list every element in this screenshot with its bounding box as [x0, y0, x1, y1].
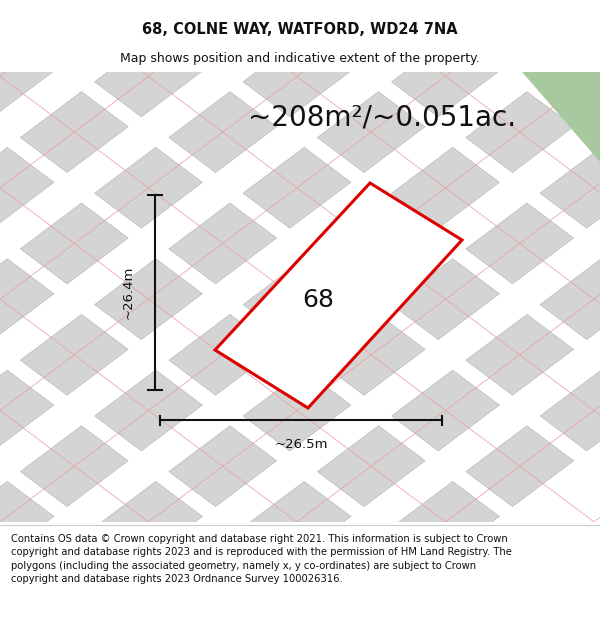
- Polygon shape: [95, 148, 202, 228]
- Polygon shape: [20, 314, 128, 395]
- Polygon shape: [0, 0, 54, 6]
- Polygon shape: [20, 0, 128, 61]
- Polygon shape: [392, 259, 499, 339]
- Text: Contains OS data © Crown copyright and database right 2021. This information is : Contains OS data © Crown copyright and d…: [11, 534, 512, 584]
- Polygon shape: [95, 593, 202, 625]
- Polygon shape: [20, 426, 128, 507]
- Polygon shape: [0, 481, 54, 562]
- Polygon shape: [169, 537, 277, 618]
- Polygon shape: [243, 0, 351, 6]
- Polygon shape: [317, 314, 425, 395]
- Polygon shape: [466, 426, 574, 507]
- Polygon shape: [169, 92, 277, 172]
- Polygon shape: [243, 481, 351, 562]
- Polygon shape: [540, 148, 600, 228]
- Polygon shape: [169, 0, 277, 61]
- Polygon shape: [95, 36, 202, 117]
- Polygon shape: [243, 148, 351, 228]
- Polygon shape: [95, 481, 202, 562]
- Polygon shape: [0, 259, 54, 339]
- Text: ~26.5m: ~26.5m: [274, 439, 328, 451]
- Polygon shape: [0, 36, 54, 117]
- Polygon shape: [392, 481, 499, 562]
- Polygon shape: [466, 314, 574, 395]
- Polygon shape: [317, 0, 425, 61]
- Text: Map shows position and indicative extent of the property.: Map shows position and indicative extent…: [120, 52, 480, 65]
- Polygon shape: [169, 314, 277, 395]
- Polygon shape: [215, 183, 462, 408]
- Text: 68, COLNE WAY, WATFORD, WD24 7NA: 68, COLNE WAY, WATFORD, WD24 7NA: [142, 22, 458, 37]
- Polygon shape: [466, 92, 574, 172]
- Polygon shape: [95, 0, 202, 6]
- Polygon shape: [392, 148, 499, 228]
- Polygon shape: [243, 259, 351, 339]
- Polygon shape: [169, 203, 277, 284]
- Polygon shape: [95, 370, 202, 451]
- Text: 68: 68: [302, 288, 334, 312]
- Polygon shape: [20, 537, 128, 618]
- Polygon shape: [317, 203, 425, 284]
- Polygon shape: [466, 203, 574, 284]
- Polygon shape: [466, 0, 574, 61]
- Text: ~26.4m: ~26.4m: [121, 265, 134, 319]
- Polygon shape: [522, 72, 600, 162]
- Polygon shape: [243, 370, 351, 451]
- Text: ~208m²/~0.051ac.: ~208m²/~0.051ac.: [248, 104, 516, 132]
- Polygon shape: [20, 203, 128, 284]
- Polygon shape: [0, 370, 54, 451]
- Polygon shape: [540, 259, 600, 339]
- Polygon shape: [20, 92, 128, 172]
- Polygon shape: [169, 426, 277, 507]
- Polygon shape: [317, 537, 425, 618]
- Polygon shape: [540, 370, 600, 451]
- Polygon shape: [243, 36, 351, 117]
- Polygon shape: [317, 92, 425, 172]
- Polygon shape: [392, 36, 499, 117]
- Polygon shape: [317, 426, 425, 507]
- Polygon shape: [0, 593, 54, 625]
- Polygon shape: [540, 36, 600, 117]
- Polygon shape: [95, 259, 202, 339]
- Polygon shape: [243, 593, 351, 625]
- Polygon shape: [0, 148, 54, 228]
- Polygon shape: [392, 370, 499, 451]
- Polygon shape: [392, 0, 499, 6]
